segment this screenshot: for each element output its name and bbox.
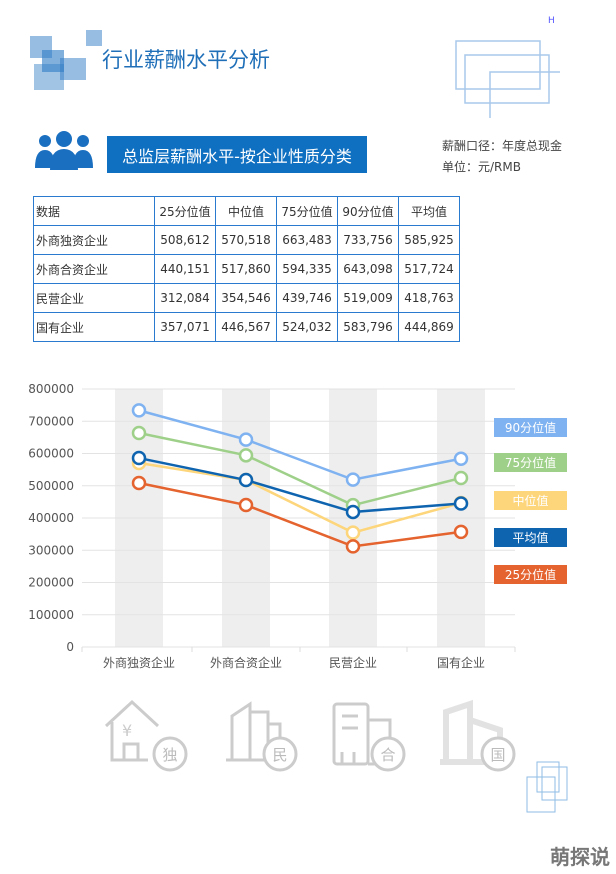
data-point [345,504,361,520]
watermark-logo: 萌探说 [550,845,610,869]
value-cell: 570,518 [215,225,277,255]
logo-squares-icon [30,30,102,90]
series-line [138,456,462,514]
data-point [238,432,254,447]
header-cell: 25分位值 [154,196,216,226]
building-icon [226,701,290,762]
table-row: 外商合资企业 440,151 517,860 594,335 643,098 517,72… [33,254,460,284]
badge-circle-icon [480,736,516,772]
value-cell: 439,746 [276,283,338,313]
series-line [138,409,462,481]
legend-item: 75分位值 [494,453,567,472]
data-point [345,539,361,554]
y-tick-label: 400000 [28,511,74,525]
badge-circle-icon [370,736,406,772]
value-cell: 583,796 [337,312,399,342]
line-chart: 800000 700000 600000 500000 400000 300000 2000… [28,382,516,670]
y-tick-label: 200000 [28,576,74,590]
header-cell: 75分位值 [276,196,338,226]
data-point [238,472,254,488]
value-cell: 418,763 [398,283,460,313]
legend-item: 中位值 [494,491,567,510]
header-cell: 平均值 [398,196,460,226]
table-row: 外商独资企业 508,612 570,518 663,483 733,756 585,92… [33,225,460,255]
users-icon [35,131,93,170]
data-point [131,450,147,466]
value-cell: 446,567 [215,312,277,342]
row-label: 外商合资企业 [33,254,155,284]
data-point [131,475,147,491]
badge-label: 独 [162,746,177,764]
legend-item: 90分位值 [494,418,567,437]
badge-label: 合 [380,746,395,764]
section-title: 总监层薪酬水平-按企业性质分类 [107,136,367,173]
y-tick-label: 800000 [28,382,74,396]
data-point [453,524,469,540]
corner-mark: H [548,16,555,26]
value-cell: 733,756 [337,225,399,255]
table-header-row: 数据 25分位值 中位值 75分位值 90分位值 平均值 [33,196,460,226]
series-line [138,461,462,534]
x-tick-label: 外商独资企业 [103,655,175,670]
badge-circle-icon [152,736,188,772]
x-tick-label: 国有企业 [437,655,485,670]
value-cell: 444,869 [398,312,460,342]
y-tick-label: 600000 [28,447,74,461]
data-point [453,496,469,511]
badge-circle-icon [262,736,298,772]
data-point [453,470,469,486]
value-cell: 643,098 [337,254,399,284]
salary-basis: 薪酬口径：年度总现金 [442,139,563,153]
data-point [453,451,469,466]
row-label: 外商独资企业 [33,225,155,255]
value-cell: 508,612 [154,225,216,255]
table-row: 民营企业 312,084 354,546 439,746 519,009 418,763 [33,283,460,313]
data-point [131,425,147,441]
value-cell: 357,071 [154,312,216,342]
salary-table: 数据 25分位值 中位值 75分位值 90分位值 平均值 外商独资企业 508,6… [33,196,460,342]
row-label: 民营企业 [33,283,155,313]
page-title: 行业薪酬水平分析 [102,48,270,72]
data-point [345,525,361,540]
value-cell: 519,009 [337,283,399,313]
badge-label: 民 [272,746,287,764]
y-tick-label: 100000 [28,608,74,622]
header-cell: 中位值 [215,196,277,226]
value-cell: 312,084 [154,283,216,313]
house-icon: ¥ [104,699,160,762]
header-cell: 90分位值 [337,196,399,226]
table-row: 国有企业 357,071 446,567 524,032 583,796 444,869 [33,312,460,342]
data-point [238,448,254,463]
row-label: 国有企业 [33,312,155,342]
legend-item: 25分位值 [494,565,567,584]
data-point [131,403,147,418]
value-cell: 594,335 [276,254,338,284]
enterprise-icons: ¥ 独 民 合 国 [104,699,516,772]
header-cell: 数据 [33,196,155,226]
series-line [138,481,462,548]
badge-label: 国 [490,746,505,764]
y-tick-label: 0 [66,640,74,654]
value-cell: 663,483 [276,225,338,255]
decor-small-frames-icon [526,761,568,813]
value-cell: 524,032 [276,312,338,342]
y-tick-label: 500000 [28,479,74,493]
value-cell: 440,151 [154,254,216,284]
value-cell: 517,724 [398,254,460,284]
data-point [238,497,254,513]
unit-label: 单位：元/RMB [442,160,521,174]
legend-item: 平均值 [494,528,567,547]
series-line [138,431,462,507]
value-cell: 354,546 [215,283,277,313]
y-tick-label: 700000 [28,414,74,428]
value-cell: 585,925 [398,225,460,255]
data-point [345,472,361,487]
y-tick-label: 300000 [28,543,74,557]
decor-frames-icon [455,40,560,118]
x-tick-label: 民营企业 [329,655,377,670]
x-tick-label: 外商合资企业 [210,655,282,670]
value-cell: 517,860 [215,254,277,284]
svg-text:¥: ¥ [122,721,132,740]
